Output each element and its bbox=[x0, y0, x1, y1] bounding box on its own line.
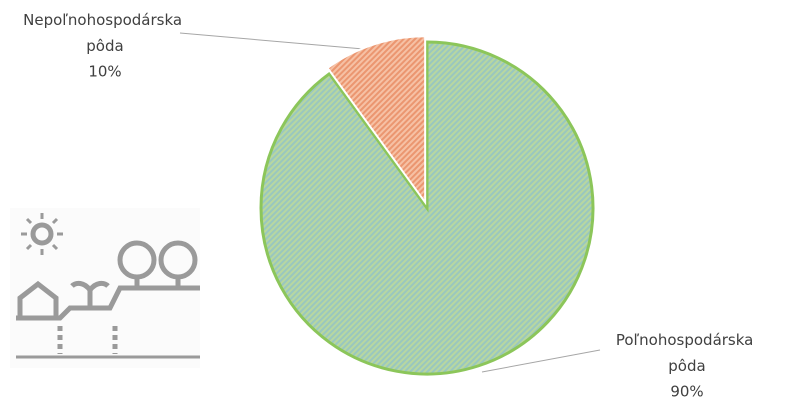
pie-slice bbox=[326, 35, 427, 206]
leader-line bbox=[179, 32, 376, 51]
label-line: Poľnohospodárska bbox=[616, 331, 758, 349]
leader-line bbox=[481, 349, 601, 373]
value-label: 90% bbox=[670, 383, 703, 401]
label-line: pôda bbox=[86, 37, 123, 55]
value-label: 10% bbox=[88, 63, 121, 81]
label-line: Nepoľnohospodárska bbox=[23, 11, 187, 29]
pie-slice bbox=[259, 40, 595, 376]
slice-label: Nepoľnohospodárska pôda bbox=[23, 11, 187, 55]
land-icon bbox=[10, 208, 200, 368]
label-line: pôda bbox=[668, 357, 705, 375]
slice-label: Poľnohospodárska pôda bbox=[616, 331, 758, 375]
